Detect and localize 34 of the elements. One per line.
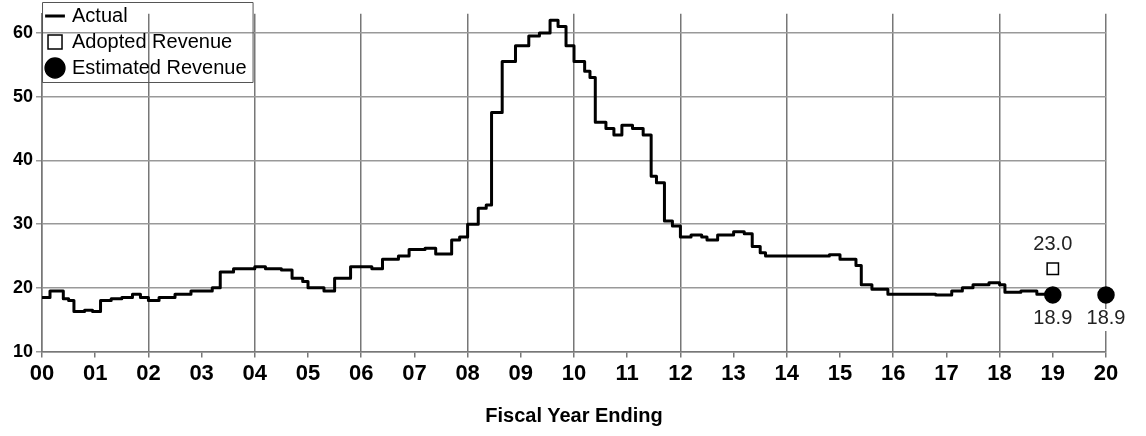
x-tick-label: 00 [29, 359, 55, 385]
y-tick-label: 20 [12, 276, 34, 297]
x-tick-label: 07 [402, 359, 427, 385]
x-tick-label: 09 [508, 359, 534, 385]
x-tick-label: 13 [721, 359, 746, 385]
x-tick-label: 03 [189, 359, 214, 385]
y-tick-label: 30 [12, 213, 34, 234]
data-label: 18.9 [1086, 306, 1126, 329]
x-tick-label: 06 [348, 359, 374, 385]
data-label: 18.9 [1033, 306, 1073, 329]
x-tick-label: 17 [934, 359, 959, 385]
x-tick-label: 20 [1093, 359, 1119, 385]
y-tick-label: 50 [12, 85, 34, 106]
y-tick-label: 10 [12, 340, 34, 361]
x-tick-label: 11 [615, 359, 639, 385]
x-axis-title: Fiscal Year Ending [485, 403, 663, 426]
legend-label: Actual [72, 3, 128, 26]
x-tick-label: 01 [82, 359, 108, 385]
x-tick-label: 08 [455, 359, 480, 385]
x-tick-label: 19 [1040, 359, 1066, 385]
y-tick-label: 60 [12, 21, 34, 42]
x-tick-label: 10 [561, 359, 587, 385]
legend-label: Adopted Revenue [72, 29, 233, 52]
x-tick-label: 14 [774, 359, 800, 385]
data-label: 23.0 [1033, 232, 1073, 255]
x-tick-label: 15 [827, 359, 853, 385]
legend-label: Estimated Revenue [72, 55, 247, 78]
x-tick-label: 18 [987, 359, 1012, 385]
x-tick-label: 16 [880, 359, 906, 385]
x-tick-label: 05 [295, 359, 321, 385]
y-tick-label: 40 [12, 149, 34, 170]
x-tick-label: 12 [668, 359, 693, 385]
x-tick-label: 02 [136, 359, 161, 385]
x-tick-label: 04 [242, 359, 268, 385]
